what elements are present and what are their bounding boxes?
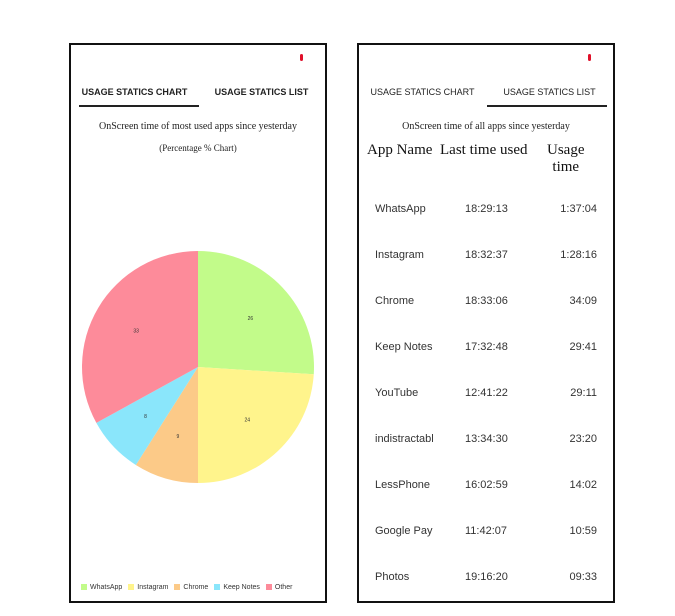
usage-time: 10:59: [569, 525, 597, 537]
chart-legend: WhatsApp Instagram Chrome Keep Notes Other: [81, 584, 292, 591]
last-time-used: 19:16:20: [465, 571, 508, 583]
legend-swatch: [128, 584, 135, 591]
pie-label: 9: [177, 434, 180, 440]
pie-chart: 26 24 9 8 33: [81, 250, 314, 483]
legend-swatch: [174, 584, 181, 591]
legend-swatch: [214, 584, 221, 591]
app-name: Keep Notes: [375, 341, 433, 353]
app-name: indistractabl: [375, 433, 434, 445]
header-usage-time: Usage time: [547, 142, 585, 176]
app-name: LessPhone: [375, 479, 431, 491]
chart-subtitle: OnScreen time of most used apps since ye…: [98, 121, 297, 132]
usage-time: 09:33: [569, 571, 597, 583]
notification-icon: [588, 54, 591, 61]
usage-time: 29:11: [570, 387, 597, 399]
legend-item: Instagram: [128, 584, 168, 591]
header-app-name: App Name: [367, 142, 433, 158]
app-name: Photos: [375, 571, 410, 583]
legend-label: Keep Notes: [223, 584, 260, 591]
app-name: Instagram: [375, 249, 424, 261]
last-time-used: 16:02:59: [465, 479, 508, 491]
usage-time: 1:37:04: [560, 203, 597, 215]
legend-label: Instagram: [137, 584, 169, 591]
notification-icon: [300, 54, 303, 61]
header-time: time: [552, 159, 580, 175]
last-time-used: 11:42:07: [465, 525, 508, 537]
pie-slice-chrome: [135, 367, 198, 483]
last-time-used: 18:32:37: [465, 249, 508, 261]
legend-label: Chrome: [183, 584, 209, 591]
last-time-used: 17:32:48: [465, 341, 508, 353]
pie-label: 8: [144, 414, 147, 420]
usage-time: 1:28:16: [560, 249, 597, 261]
app-usage-row[interactable]: WhatsApp 18:29:13 1:37:04: [359, 203, 613, 223]
app-name: Google Pay: [375, 525, 433, 537]
app-usage-row[interactable]: Instagram 18:32:37 1:28:16: [359, 249, 613, 269]
legend-item: Chrome: [174, 584, 208, 591]
pie-slice-keep-notes: [96, 367, 198, 465]
pie-label: 24: [244, 417, 250, 423]
header-last-time-used: Last time used: [440, 142, 528, 158]
list-screen: USAGE STATICS CHART USAGE STATICS LIST O…: [357, 43, 615, 603]
legend-item: WhatsApp: [81, 584, 122, 591]
legend-item: Other: [265, 584, 293, 591]
header-usage: Usage: [547, 142, 585, 158]
pie-slice-other: [81, 250, 198, 423]
legend-label: WhatsApp: [90, 584, 123, 591]
pie-label: 26: [248, 316, 254, 322]
legend-swatch: [265, 584, 272, 591]
last-time-used: 12:41:22: [465, 387, 508, 399]
app-usage-row[interactable]: indistractabl 13:34:30 23:20: [359, 433, 613, 453]
active-tab-indicator: [79, 105, 199, 107]
usage-time: 14:02: [569, 479, 597, 491]
legend-item: Keep Notes: [214, 584, 260, 591]
usage-time: 34:09: [569, 295, 597, 307]
app-name: Chrome: [375, 295, 415, 307]
pie-label: 33: [133, 328, 139, 334]
pie-slice-instagram: [198, 367, 314, 483]
active-tab-indicator: [487, 105, 607, 107]
app-usage-row[interactable]: Keep Notes 17:32:48 29:41: [359, 341, 613, 361]
usage-time: 29:41: [569, 341, 597, 353]
legend-label: Other: [274, 584, 293, 591]
tab-usage-chart[interactable]: USAGE STATICS CHART: [81, 87, 188, 97]
app-usage-row[interactable]: Chrome 18:33:06 34:09: [359, 295, 613, 315]
app-name: YouTube: [375, 387, 419, 399]
legend-swatch: [81, 584, 87, 591]
tab-usage-list[interactable]: USAGE STATICS LIST: [503, 87, 596, 97]
app-name: WhatsApp: [375, 203, 426, 215]
app-usage-row[interactable]: Google Pay 11:42:07 10:59: [359, 525, 613, 545]
app-usage-row[interactable]: Photos 19:16:20 09:33: [359, 571, 613, 591]
app-usage-row[interactable]: LessPhone 16:02:59 14:02: [359, 479, 613, 499]
last-time-used: 18:29:13: [465, 203, 508, 215]
last-time-used: 13:34:30: [465, 433, 508, 445]
list-subtitle: OnScreen time of all apps since yesterda…: [402, 121, 570, 132]
chart-screen: USAGE STATICS CHART USAGE STATICS LIST O…: [69, 43, 327, 603]
chart-caption: (Percentage % Chart): [159, 143, 237, 153]
last-time-used: 18:33:06: [465, 295, 508, 307]
tab-usage-list[interactable]: USAGE STATICS LIST: [214, 87, 309, 97]
usage-time: 23:20: [569, 433, 597, 445]
app-usage-row[interactable]: YouTube 12:41:22 29:11: [359, 387, 613, 407]
pie-slice-whatsapp: [198, 251, 314, 375]
tab-usage-chart[interactable]: USAGE STATICS CHART: [370, 87, 475, 97]
